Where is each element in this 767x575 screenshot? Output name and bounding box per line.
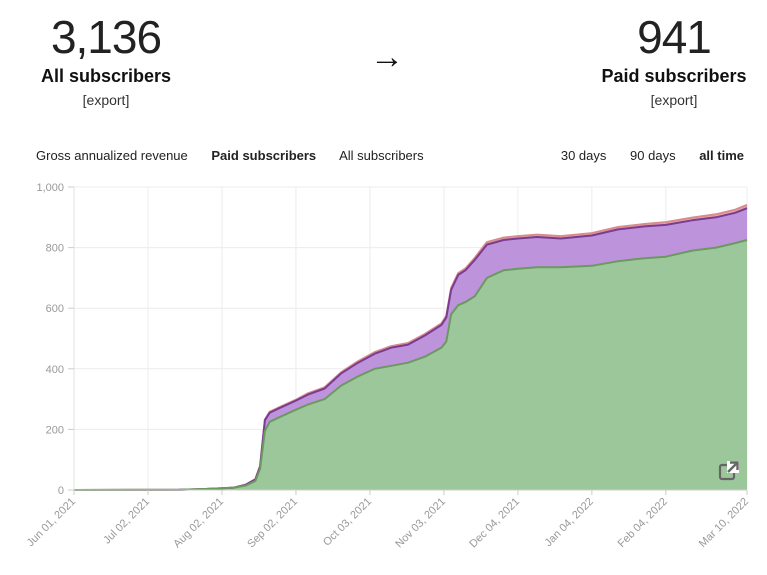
series-area-0	[74, 240, 747, 490]
x-tick-label: Sep 02, 2021	[245, 496, 300, 551]
external-link-icon[interactable]	[718, 460, 740, 482]
y-tick-label: 600	[46, 303, 64, 315]
metric-tabs: Gross annualized revenue Paid subscriber…	[36, 148, 444, 163]
x-tick-label: Jan 04, 2022	[543, 496, 596, 549]
y-tick-label: 0	[58, 485, 64, 497]
all-subscribers-label: All subscribers	[40, 66, 172, 86]
x-tick-label: Nov 03, 2021	[393, 496, 448, 551]
tab-paid-subscribers[interactable]: Paid subscribers	[211, 148, 317, 163]
series-line-0	[73, 239, 748, 491]
paid-subscribers-count: 941	[637, 11, 712, 63]
y-tick-label: 400	[46, 364, 64, 376]
tab-all-subscribers[interactable]: All subscribers	[339, 148, 424, 163]
x-tick-label: Mar 10, 2022	[697, 496, 751, 550]
range-all-time[interactable]: all time	[699, 148, 744, 163]
x-tick-label: Dec 04, 2021	[467, 496, 522, 551]
y-tick-label: 1,000	[36, 182, 64, 194]
subscribers-area-chart: 0 200 400 600 800 1,000 Jun 01, 2021 Jul 02, 20…	[25, 182, 751, 551]
paid-subscribers-stat: 941 Paid subscribers [export]	[574, 0, 767, 108]
all-subscribers-count: 3,136	[50, 11, 162, 63]
all-subscribers-stat: 3,136 All subscribers [export]	[6, 0, 206, 108]
x-tick-label: Jul 02, 2021	[101, 496, 152, 547]
y-tick-label: 200	[46, 424, 64, 436]
x-tick-label: Feb 04, 2022	[616, 496, 670, 550]
range-90-days[interactable]: 90 days	[630, 148, 676, 163]
paid-subscribers-label: Paid subscribers	[601, 66, 747, 86]
x-tick-label: Aug 02, 2021	[171, 496, 226, 551]
time-range-tabs: 30 days 90 days all time	[561, 148, 764, 163]
x-tick-label: Jun 01, 2021	[25, 496, 78, 549]
paid-subscribers-export-link[interactable]: [export]	[650, 92, 698, 108]
arrow-right-icon: →	[370, 38, 404, 76]
x-tick-label: Oct 03, 2021	[321, 496, 374, 549]
all-subscribers-export-link[interactable]: [export]	[82, 92, 130, 108]
tab-gross-annualized-revenue[interactable]: Gross annualized revenue	[36, 148, 188, 163]
range-30-days[interactable]: 30 days	[560, 148, 607, 163]
y-tick-label: 800	[46, 243, 64, 255]
